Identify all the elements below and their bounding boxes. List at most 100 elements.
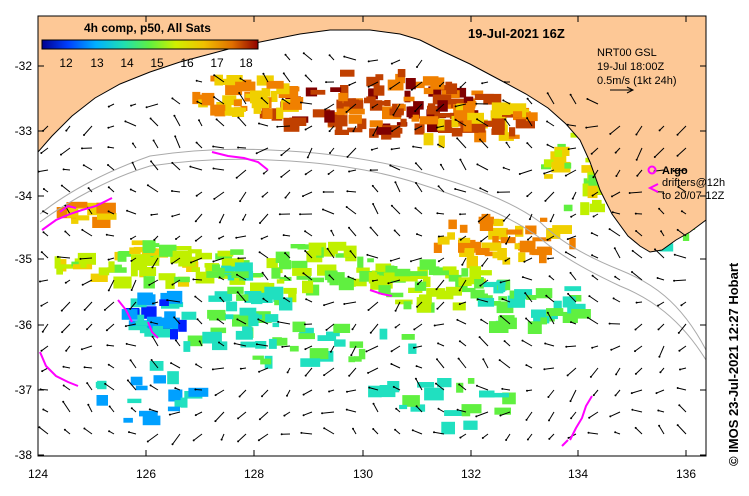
current-arrow-head [614, 275, 617, 278]
current-arrow [524, 292, 533, 303]
current-arrow-head [260, 97, 263, 100]
current-arrow [373, 403, 379, 413]
current-arrow [57, 256, 71, 259]
current-arrow [286, 389, 291, 396]
sst-pixel [543, 159, 554, 168]
current-arrow-head [299, 213, 302, 216]
current-arrow [128, 431, 137, 435]
current-arrow-head [237, 417, 240, 420]
current-arrow [673, 169, 687, 172]
current-arrow-head [657, 409, 660, 412]
current-arrow-head [146, 440, 149, 443]
current-arrow-head [544, 199, 547, 202]
current-arrow [63, 168, 71, 171]
current-arrow-head [86, 382, 89, 385]
sst-pixel [340, 69, 355, 77]
sst-pixel [312, 109, 331, 118]
current-arrow [678, 404, 687, 413]
current-arrow-head [128, 431, 130, 434]
sst-pixel [373, 85, 385, 96]
sst-pixel [432, 94, 452, 105]
current-arrow-head [628, 192, 631, 194]
sst-pixel [368, 88, 378, 100]
current-arrow [589, 295, 599, 303]
sst-pixel [128, 324, 149, 331]
current-arrow-head [324, 108, 327, 111]
current-arrow [83, 164, 93, 171]
current-arrow [346, 409, 357, 413]
current-arrow-head [130, 407, 133, 410]
current-arrow-head [634, 372, 637, 375]
sst-pixel [441, 100, 457, 109]
current-arrow-head [615, 373, 618, 376]
current-arrow-head [454, 118, 457, 121]
sst-pixel [283, 287, 297, 294]
current-arrow-head [481, 437, 484, 439]
sst-pixel [334, 129, 349, 135]
sst-pixel [159, 244, 177, 257]
current-arrow-head [658, 207, 661, 210]
sst-pixel [469, 266, 481, 279]
current-arrow [480, 187, 489, 193]
current-arrow-head [525, 418, 528, 421]
current-arrow-head [284, 53, 287, 56]
current-arrow [592, 191, 599, 197]
current-arrow [305, 169, 313, 175]
current-arrow-head [608, 322, 611, 325]
current-arrow [588, 411, 599, 419]
current-arrow-head [479, 138, 481, 141]
current-arrow-head [592, 215, 595, 218]
sst-pixel [444, 410, 463, 416]
sst-pixel [445, 269, 459, 279]
current-arrow-head [658, 424, 661, 427]
sst-pixel [498, 281, 506, 293]
sst-pixel [442, 266, 457, 271]
lon-label-136: 136 [676, 467, 696, 481]
sst-pixel [271, 267, 281, 279]
current-arrow-head [657, 304, 660, 307]
current-arrow [547, 312, 555, 325]
current-arrow-head [215, 118, 218, 121]
current-arrow [434, 323, 445, 326]
current-arrow-head [87, 187, 90, 190]
current-arrow [677, 147, 687, 157]
current-arrow-head [239, 200, 242, 203]
current-arrow-head [414, 110, 417, 113]
current-arrow [215, 389, 225, 396]
current-arrow-head [220, 438, 223, 441]
current-arrow [391, 363, 401, 369]
current-arrow-head [194, 414, 197, 417]
sst-pixel [437, 378, 452, 388]
current-arrow-head [65, 129, 68, 132]
current-arrow [391, 205, 401, 215]
current-arrow [323, 301, 335, 306]
current-arrow-head [87, 403, 90, 406]
sst-pixel [441, 85, 449, 91]
sst-pixel [400, 118, 407, 127]
sst-pixel [158, 273, 176, 281]
current-arrow-head [329, 350, 332, 353]
sst-pixel [137, 292, 153, 305]
sst-pixel [130, 376, 143, 386]
sst-pixel [456, 382, 464, 393]
sst-pixel [423, 87, 434, 95]
sst-pixel [159, 299, 169, 306]
current-arrow-head [436, 307, 439, 310]
current-arrow [347, 147, 357, 158]
current-arrow-head [635, 230, 638, 232]
sst-pixel [266, 258, 278, 269]
current-arrow-head [306, 156, 309, 159]
current-arrow [285, 191, 291, 198]
sst-pixel [403, 301, 412, 310]
current-arrow [502, 298, 511, 303]
current-arrow [150, 384, 159, 391]
sst-pixel [80, 262, 87, 268]
current-arrow [456, 138, 467, 149]
sst-pixel [427, 103, 436, 113]
axis-ticks [37, 16, 706, 456]
current-arrow [217, 318, 225, 325]
current-arrow [593, 389, 599, 396]
sst-pixel [408, 106, 420, 119]
current-arrow-head [658, 129, 661, 132]
drifter-track [39, 351, 79, 387]
